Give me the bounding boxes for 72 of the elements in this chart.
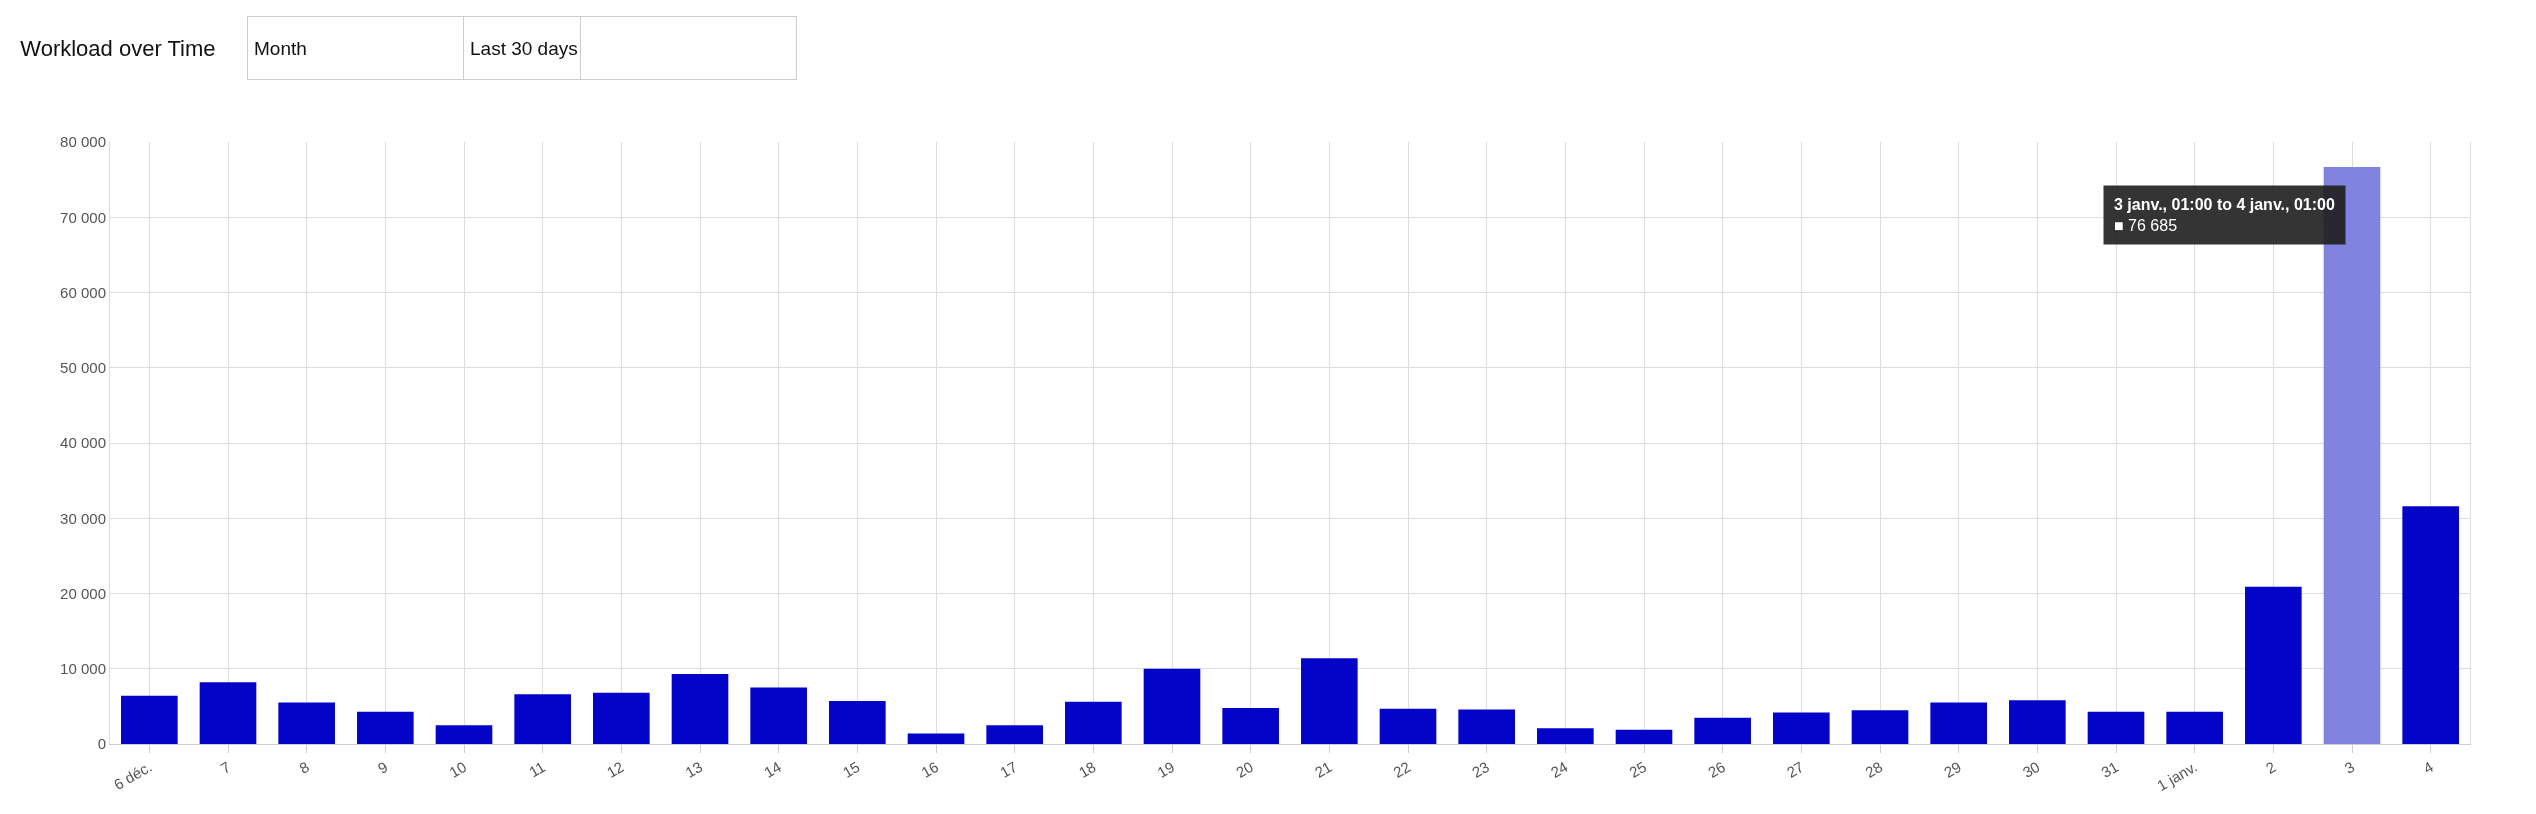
y-tick-label: 30 000 xyxy=(60,509,106,527)
x-tick-label: 14 xyxy=(760,757,784,781)
bar xyxy=(1379,708,1437,744)
bar xyxy=(593,692,650,744)
x-tick-label: 10 xyxy=(446,757,470,781)
y-tick-label: 80 000 xyxy=(60,133,106,151)
bar xyxy=(199,682,257,744)
bar xyxy=(1458,709,1515,744)
bar xyxy=(2245,586,2302,744)
bar xyxy=(514,694,571,744)
bar xyxy=(1222,707,1279,744)
bar xyxy=(2009,700,2066,744)
x-tick-label: 13 xyxy=(682,757,706,781)
x-tick-label: 18 xyxy=(1075,757,1099,781)
x-tick-label: 17 xyxy=(996,757,1020,781)
bar xyxy=(1537,728,1594,744)
bar xyxy=(435,725,493,744)
bar xyxy=(357,711,414,744)
bar xyxy=(1851,710,1909,744)
bar xyxy=(1615,729,1673,744)
x-tick-label: 20 xyxy=(1232,757,1256,781)
bar xyxy=(907,733,965,744)
bar xyxy=(1773,712,1830,744)
y-tick-label: 40 000 xyxy=(60,434,106,452)
x-tick-label: 27 xyxy=(1783,757,1807,781)
x-tick-label: 30 xyxy=(2019,757,2043,781)
x-tick-label: 19 xyxy=(1154,757,1178,781)
x-tick-label: 4 xyxy=(2420,757,2436,777)
bar xyxy=(986,725,1043,744)
x-tick-label: 22 xyxy=(1390,757,1414,781)
bar xyxy=(829,701,886,744)
x-tick-label: 11 xyxy=(525,757,548,781)
bar xyxy=(1694,717,1751,744)
y-tick-label: 60 000 xyxy=(60,283,106,301)
bar xyxy=(121,695,178,744)
y-tick-label: 10 000 xyxy=(60,660,106,677)
y-tick-label: 0 xyxy=(97,735,106,753)
y-tick-label: 50 000 xyxy=(60,359,106,376)
bar xyxy=(1065,701,1122,744)
bar xyxy=(750,687,807,744)
x-tick-label: 31 xyxy=(2098,757,2122,781)
x-tick-label: 6 déc. xyxy=(110,757,155,794)
x-tick-label: 7 xyxy=(217,757,234,777)
x-tick-label: 25 xyxy=(1626,757,1650,781)
x-tick-label: 24 xyxy=(1547,757,1571,781)
x-tick-label: 26 xyxy=(1704,757,1728,781)
bar xyxy=(1143,668,1201,744)
x-tick-label: 28 xyxy=(1862,757,1886,781)
y-tick-label: 20 000 xyxy=(60,584,106,602)
bar xyxy=(2087,711,2145,744)
text: Month xyxy=(254,37,307,59)
x-tick-label: 3 xyxy=(2341,757,2358,777)
bar xyxy=(2166,711,2223,744)
y-tick-label: 70 000 xyxy=(60,208,106,226)
annotation: 3 janv., 01:00 to 4 janv., 01:00 ■ 76 685 xyxy=(2114,196,2335,234)
x-tick-label: 21 xyxy=(1311,757,1335,781)
x-tick-label: 8 xyxy=(296,757,312,777)
text: Last 30 days xyxy=(470,37,578,59)
x-tick-label: 29 xyxy=(1940,757,1964,781)
x-tick-label: 23 xyxy=(1468,757,1492,781)
chart-title: Workload over Time xyxy=(20,35,216,61)
x-tick-label: 2 xyxy=(2262,757,2279,777)
x-tick-label: 15 xyxy=(839,757,863,781)
x-tick-label: 9 xyxy=(374,757,391,777)
x-tick-label: 16 xyxy=(918,757,942,781)
bar xyxy=(671,674,729,744)
bar xyxy=(1930,702,1987,744)
x-tick-label: 12 xyxy=(603,757,627,781)
bar xyxy=(278,702,335,744)
x-tick-label: 1 janv. xyxy=(2154,757,2200,795)
bar xyxy=(1301,658,1358,744)
bar xyxy=(2402,506,2459,744)
